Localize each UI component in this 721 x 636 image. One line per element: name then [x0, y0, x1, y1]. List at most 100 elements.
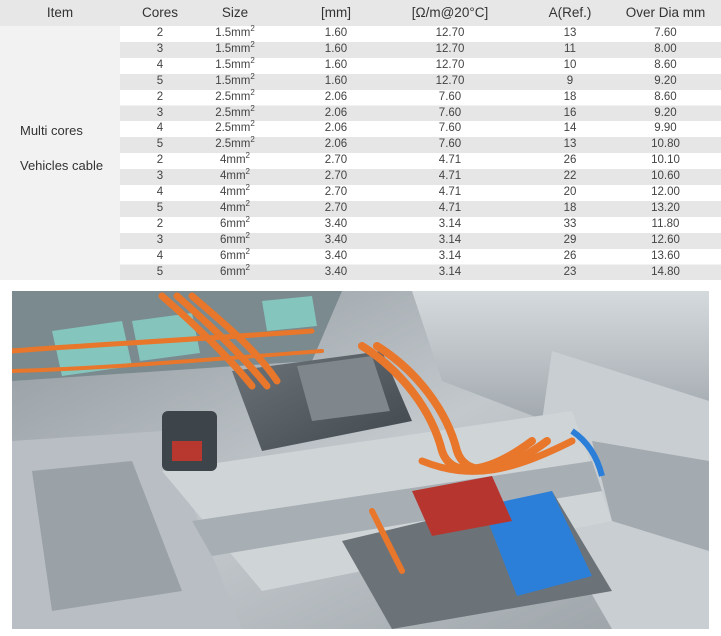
item-label-multi-cores: Multi cores — [20, 123, 83, 138]
cell-resistance: 4.71 — [438, 186, 462, 198]
cell-size: 2.5mm2 — [215, 119, 255, 135]
cell-size: 4mm2 — [219, 183, 250, 198]
cell-resistance: 3.14 — [438, 233, 462, 246]
cell-over-dia: 7.60 — [654, 27, 677, 39]
cell-over-dia: 9.20 — [654, 74, 677, 87]
table-row: 3 1.5mm2 1.60 12.70 11 8.00 — [120, 40, 721, 58]
table-row: 5 2.5mm2 2.06 7.60 13 10.80 — [120, 136, 721, 154]
cell-cores: 3 — [156, 106, 164, 119]
cell-mm: 2.70 — [324, 154, 348, 167]
cell-resistance: 4.71 — [438, 154, 462, 167]
cell-mm: 2.06 — [324, 106, 348, 119]
cell-size: 4mm2 — [219, 151, 250, 167]
cell-cores: 5 — [156, 74, 164, 87]
cell-resistance: 7.60 — [438, 138, 462, 151]
cell-mm: 2.70 — [324, 170, 348, 183]
cell-ampacity: 10 — [563, 58, 577, 71]
item-column: Multi cores Vehicles cable — [0, 26, 120, 280]
cell-ampacity: 20 — [563, 186, 577, 198]
table-row: 2 1.5mm2 1.60 12.70 13 7.60 — [120, 24, 721, 42]
cell-ampacity: 13 — [563, 27, 577, 39]
cell-mm: 3.40 — [324, 217, 348, 230]
cell-over-dia: 8.00 — [654, 42, 677, 55]
table-row: 2 2.5mm2 2.06 7.60 18 8.60 — [120, 87, 721, 106]
cell-mm: 2.06 — [324, 122, 348, 135]
cell-mm: 2.06 — [324, 90, 348, 103]
cell-cores: 3 — [156, 170, 164, 183]
table-row: 3 2.5mm2 2.06 7.60 16 9.20 — [120, 103, 721, 122]
header-cores: Cores — [141, 5, 178, 20]
superscript-2: 2 — [245, 246, 250, 256]
header-resistance: [Ω/m@20°C] — [411, 5, 489, 20]
cell-size: 1.5mm2 — [215, 71, 255, 87]
spec-table: Item Cores Size [mm] [Ω/m@20°C] A(Ref.) … — [0, 0, 721, 281]
cell-size: 1.5mm2 — [215, 55, 255, 71]
table-header: Item Cores Size [mm] [Ω/m@20°C] A(Ref.) … — [0, 0, 721, 26]
cell-over-dia: 8.60 — [654, 90, 677, 103]
cell-cores: 5 — [156, 265, 164, 278]
cell-over-dia: 12.00 — [651, 186, 680, 198]
table-row: 3 4mm2 2.70 4.71 22 10.60 — [120, 167, 721, 185]
cell-over-dia: 9.20 — [654, 106, 677, 119]
cell-mm: 2.06 — [324, 138, 348, 151]
superscript-2: 2 — [250, 40, 255, 50]
superscript-2: 2 — [245, 230, 250, 240]
cell-ampacity: 11 — [564, 42, 576, 55]
cell-size: 1.5mm2 — [215, 40, 255, 55]
cell-over-dia: 10.10 — [651, 154, 680, 167]
cell-resistance: 4.71 — [438, 201, 462, 214]
cell-ampacity: 33 — [563, 217, 577, 230]
cell-over-dia: 13.60 — [651, 249, 680, 262]
cell-resistance: 7.60 — [438, 106, 462, 119]
cell-cores: 4 — [156, 186, 164, 198]
cell-cores: 2 — [156, 154, 164, 167]
cell-mm: 2.70 — [324, 201, 348, 214]
cell-resistance: 12.70 — [435, 27, 465, 39]
cell-mm: 3.40 — [324, 265, 348, 278]
superscript-2: 2 — [250, 55, 255, 65]
table-row: 5 1.5mm2 1.60 12.70 9 9.20 — [120, 71, 721, 90]
cell-ampacity: 14 — [563, 122, 577, 135]
cell-size: 6mm2 — [219, 230, 250, 246]
superscript-2: 2 — [245, 262, 250, 272]
cell-resistance: 3.14 — [438, 217, 462, 230]
header-over-dia: Over Dia mm — [625, 5, 706, 20]
cell-size: 1.5mm2 — [215, 24, 255, 39]
cell-over-dia: 13.20 — [651, 201, 680, 214]
cell-over-dia: 8.60 — [654, 58, 677, 71]
cell-ampacity: 22 — [563, 170, 577, 183]
header-item: Item — [46, 5, 74, 20]
superscript-2: 2 — [245, 214, 250, 224]
table-row: 5 6mm2 3.40 3.14 23 14.80 — [120, 262, 721, 281]
table-row: 3 6mm2 3.40 3.14 29 12.60 — [120, 230, 721, 249]
cell-over-dia: 14.80 — [651, 265, 680, 278]
header-size: Size — [221, 5, 249, 20]
cell-cores: 2 — [156, 90, 164, 103]
cell-cores: 2 — [156, 27, 164, 39]
header-ampacity: A(Ref.) — [548, 5, 592, 20]
cell-cores: 5 — [156, 201, 164, 214]
cell-resistance: 12.70 — [435, 74, 465, 87]
cell-cores: 4 — [156, 122, 164, 135]
cell-cores: 2 — [156, 217, 164, 230]
cell-resistance: 7.60 — [438, 90, 462, 103]
cell-ampacity: 16 — [563, 106, 577, 119]
cell-mm: 3.40 — [324, 233, 348, 246]
cell-mm: 1.60 — [324, 58, 348, 71]
cell-size: 4mm2 — [219, 167, 250, 183]
table-row: 4 6mm2 3.40 3.14 26 13.60 — [120, 246, 721, 265]
superscript-2: 2 — [250, 103, 255, 113]
cell-over-dia: 11.80 — [651, 217, 680, 230]
cell-ampacity: 18 — [563, 201, 577, 214]
table-row: 2 6mm2 3.40 3.14 33 11.80 — [120, 214, 721, 233]
table-row: 4 4mm2 2.70 4.71 20 12.00 — [120, 183, 721, 201]
cell-size: 2.5mm2 — [215, 87, 255, 103]
superscript-2: 2 — [250, 24, 255, 34]
cell-over-dia: 10.80 — [651, 138, 680, 151]
cell-size: 4mm2 — [219, 199, 250, 214]
cell-over-dia: 12.60 — [651, 233, 680, 246]
superscript-2: 2 — [245, 183, 250, 193]
cell-ampacity: 23 — [563, 265, 577, 278]
header-mm: [mm] — [321, 5, 351, 20]
table-body: 2 1.5mm2 1.60 12.70 13 7.60 3 1.5mm2 1.60 12.70 11… — [120, 24, 721, 281]
